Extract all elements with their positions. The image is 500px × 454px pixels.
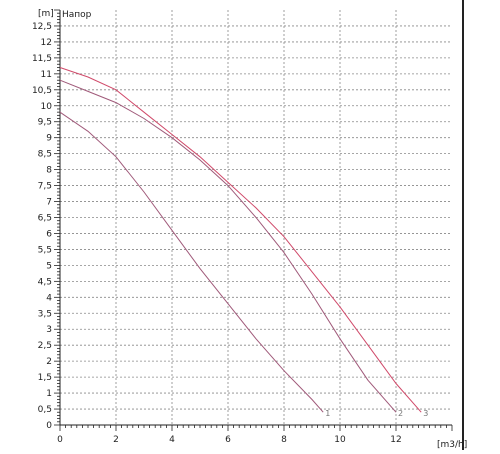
series-line-3	[59, 67, 422, 413]
y-tick-label: 11	[41, 70, 52, 80]
series-line-1	[59, 111, 324, 413]
chart-title: Напор	[62, 10, 92, 20]
y-tick-label: 0,5	[38, 405, 52, 415]
y-tick-label: 4,5	[38, 277, 52, 287]
y-tick-label: 10	[41, 102, 53, 112]
x-tick-label: 2	[113, 435, 119, 445]
y-tick-label: 5	[46, 261, 52, 271]
y-unit-label: [m]	[38, 9, 54, 19]
series-line-2	[59, 79, 397, 413]
y-tick-label: 10,5	[32, 86, 52, 96]
y-tick-label: 6	[46, 229, 52, 239]
y-tick-label: 4	[46, 293, 52, 303]
x-ticks: 0 2 4 6 8 10 12	[57, 425, 453, 445]
series-label-1: 1	[325, 409, 330, 418]
x-tick-label: 12	[390, 435, 401, 445]
x-tick-label: 8	[281, 435, 287, 445]
y-ticks: 00,511,522,533,544,555,566,577,588,599,5…	[32, 9, 60, 431]
y-tick-label: 1	[46, 389, 52, 399]
y-tick-label: 6,5	[38, 214, 52, 224]
y-tick-label: 9,5	[38, 118, 52, 128]
y-tick-label: 2,5	[38, 341, 52, 351]
y-tick-label: 8,5	[38, 150, 52, 160]
x-tick-label: 6	[225, 435, 231, 445]
series-label-2: 2	[398, 409, 403, 418]
series-label-3: 3	[423, 409, 428, 418]
y-tick-label: 9	[46, 134, 52, 144]
y-tick-label: 11,5	[32, 54, 52, 64]
y-tick-label: 2	[46, 357, 52, 367]
y-tick-label: 0	[46, 421, 52, 431]
y-tick-label: 3	[46, 325, 52, 335]
y-tick-label: 12,5	[32, 22, 52, 32]
x-tick-label: 0	[57, 435, 63, 445]
y-tick-label: 12	[41, 38, 52, 48]
y-tick-label: 1,5	[38, 373, 52, 383]
x-unit-label: [m3/h]	[437, 440, 467, 450]
y-tick-label: 3,5	[38, 309, 52, 319]
y-tick-label: 8	[46, 166, 52, 176]
y-tick-label: 7,5	[38, 182, 52, 192]
x-tick-label: 10	[334, 435, 346, 445]
x-tick-label: 4	[169, 435, 175, 445]
y-tick-label: 5,5	[38, 245, 52, 255]
y-tick-label: 7	[46, 198, 52, 208]
series-group: 1 2 3	[59, 67, 428, 418]
panel-border	[462, 0, 464, 450]
